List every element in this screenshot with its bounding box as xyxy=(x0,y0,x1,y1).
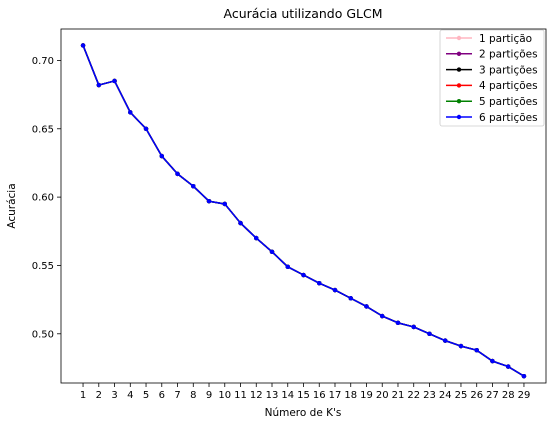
legend-entry: 3 partições xyxy=(479,64,538,76)
x-tick-label: 25 xyxy=(455,390,468,401)
data-point xyxy=(301,272,306,278)
x-tick-label: 17 xyxy=(329,390,342,401)
data-point xyxy=(143,126,149,131)
x-tick-label: 29 xyxy=(518,390,531,401)
x-tick-label: 15 xyxy=(297,390,310,401)
x-tick-label: 5 xyxy=(143,390,149,401)
legend-entry: 1 partição xyxy=(479,33,532,45)
x-axis-label: Número de K's xyxy=(265,407,342,419)
data-point xyxy=(474,347,479,353)
legend-marker xyxy=(456,51,462,56)
x-tick-label: 19 xyxy=(360,390,373,401)
series-layer xyxy=(80,43,527,379)
x-axis: 1 2 3 4 5 6 7 8 9 10 11 12 13 14 15 16 17 18 19 20 21 22 23 24 2… xyxy=(80,383,530,401)
x-tick-label: 3 xyxy=(111,390,117,401)
data-point xyxy=(521,373,527,379)
data-point xyxy=(222,201,227,207)
data-point xyxy=(490,358,495,364)
x-tick-label: 2 xyxy=(96,390,102,401)
x-tick-label: 10 xyxy=(218,390,231,401)
data-point xyxy=(506,364,511,369)
y-tick-label: 0.65 xyxy=(32,124,54,135)
x-tick-label: 20 xyxy=(376,390,389,401)
data-point xyxy=(128,110,133,115)
data-point xyxy=(458,343,464,349)
x-tick-label: 6 xyxy=(159,390,165,401)
data-point xyxy=(80,43,86,48)
data-point xyxy=(254,235,259,241)
data-point xyxy=(269,249,275,254)
legend-entry: 5 partições xyxy=(479,96,538,108)
legend-marker xyxy=(456,114,462,120)
x-tick-label: 14 xyxy=(281,390,294,401)
data-point xyxy=(443,338,448,343)
data-point xyxy=(380,313,385,319)
data-point xyxy=(175,171,180,177)
legend-entry: 6 partições xyxy=(479,112,538,124)
x-tick-label: 11 xyxy=(234,390,247,401)
data-point xyxy=(206,199,212,204)
y-axis-label: Acurácia xyxy=(6,183,18,228)
data-point xyxy=(395,320,401,326)
y-tick-label: 0.70 xyxy=(32,56,54,67)
data-point xyxy=(427,331,432,336)
x-tick-label: 8 xyxy=(190,390,196,401)
x-tick-label: 18 xyxy=(344,390,357,401)
x-tick-label: 26 xyxy=(470,390,483,401)
data-point xyxy=(285,264,290,270)
x-tick-label: 1 xyxy=(80,390,86,401)
legend-entry: 4 partições xyxy=(479,80,538,92)
data-point xyxy=(332,287,338,293)
chart-title: Acurácia utilizando GLCM xyxy=(223,6,382,21)
legend-entry: 2 partições xyxy=(479,49,538,61)
x-tick-label: 22 xyxy=(407,390,420,401)
data-point xyxy=(411,324,416,330)
data-point xyxy=(191,183,196,189)
y-tick-label: 0.50 xyxy=(32,329,54,340)
data-point xyxy=(238,220,243,226)
legend-marker xyxy=(456,35,462,41)
x-tick-label: 9 xyxy=(206,390,212,401)
x-tick-label: 12 xyxy=(250,390,263,401)
legend-marker xyxy=(456,67,462,72)
x-tick-label: 23 xyxy=(423,390,436,401)
data-point xyxy=(317,281,322,286)
y-tick-label: 0.55 xyxy=(32,261,54,272)
y-axis: 0.50 0.55 0.60 0.65 0.70 xyxy=(32,56,61,340)
data-point xyxy=(112,78,117,84)
legend-marker xyxy=(456,83,462,88)
data-point xyxy=(159,153,164,159)
x-tick-label: 24 xyxy=(439,390,452,401)
x-tick-label: 28 xyxy=(502,390,515,401)
x-tick-label: 16 xyxy=(313,390,326,401)
y-tick-label: 0.60 xyxy=(32,193,54,204)
x-tick-label: 7 xyxy=(174,390,180,401)
data-point xyxy=(96,82,101,88)
x-tick-label: 4 xyxy=(127,390,133,401)
data-point xyxy=(364,304,369,309)
data-point xyxy=(348,296,353,301)
x-tick-label: 21 xyxy=(392,390,405,401)
legend: 1 partição 2 partições 3 partições 4 partiç… xyxy=(439,29,545,127)
x-tick-label: 27 xyxy=(486,390,499,401)
legend-marker xyxy=(456,99,462,104)
x-tick-label: 13 xyxy=(266,390,279,401)
